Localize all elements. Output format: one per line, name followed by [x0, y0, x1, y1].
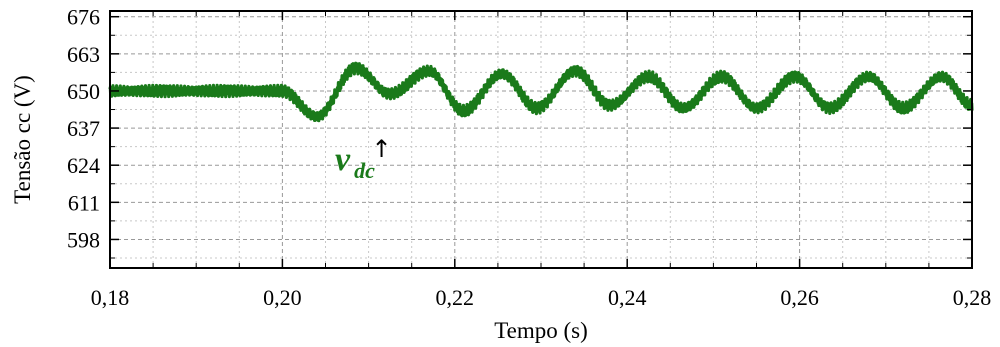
series-layer	[108, 61, 974, 123]
x-axis-label: Tempo (s)	[494, 318, 588, 343]
y-tick-label: 663	[67, 42, 100, 67]
x-tick-label: 0,18	[91, 285, 130, 310]
y-tick-label: 598	[67, 227, 100, 252]
series-line-vdc	[108, 61, 974, 123]
y-tick-label: 611	[68, 190, 100, 215]
series-annotation: v dc ↑	[335, 135, 392, 183]
y-tick-label: 624	[67, 153, 100, 178]
series-label-sub: dc	[354, 158, 375, 183]
y-axis-label: Tensão cc (V)	[10, 75, 35, 204]
x-tick-label: 0,22	[436, 285, 475, 310]
x-tick-label: 0,28	[953, 285, 992, 310]
x-tick-label: 0,26	[780, 285, 819, 310]
x-tick-label: 0,20	[263, 285, 302, 310]
plot-frame	[109, 10, 973, 269]
y-tick-label: 676	[67, 5, 100, 30]
y-tick-labels: 598 611 624 637 650 663 676	[67, 5, 100, 253]
x-tick-label: 0,24	[608, 285, 647, 310]
series-label-main: v	[335, 141, 351, 178]
y-tick-label: 650	[67, 79, 100, 104]
grid-lines	[109, 11, 973, 268]
axis-ticks	[109, 11, 973, 268]
y-tick-label: 637	[67, 116, 100, 141]
series-label-vdc: v dc	[335, 141, 375, 183]
x-tick-labels: 0,18 0,20 0,22 0,24 0,26 0,28	[91, 285, 992, 310]
arrow-annotation: ↑	[371, 135, 391, 163]
